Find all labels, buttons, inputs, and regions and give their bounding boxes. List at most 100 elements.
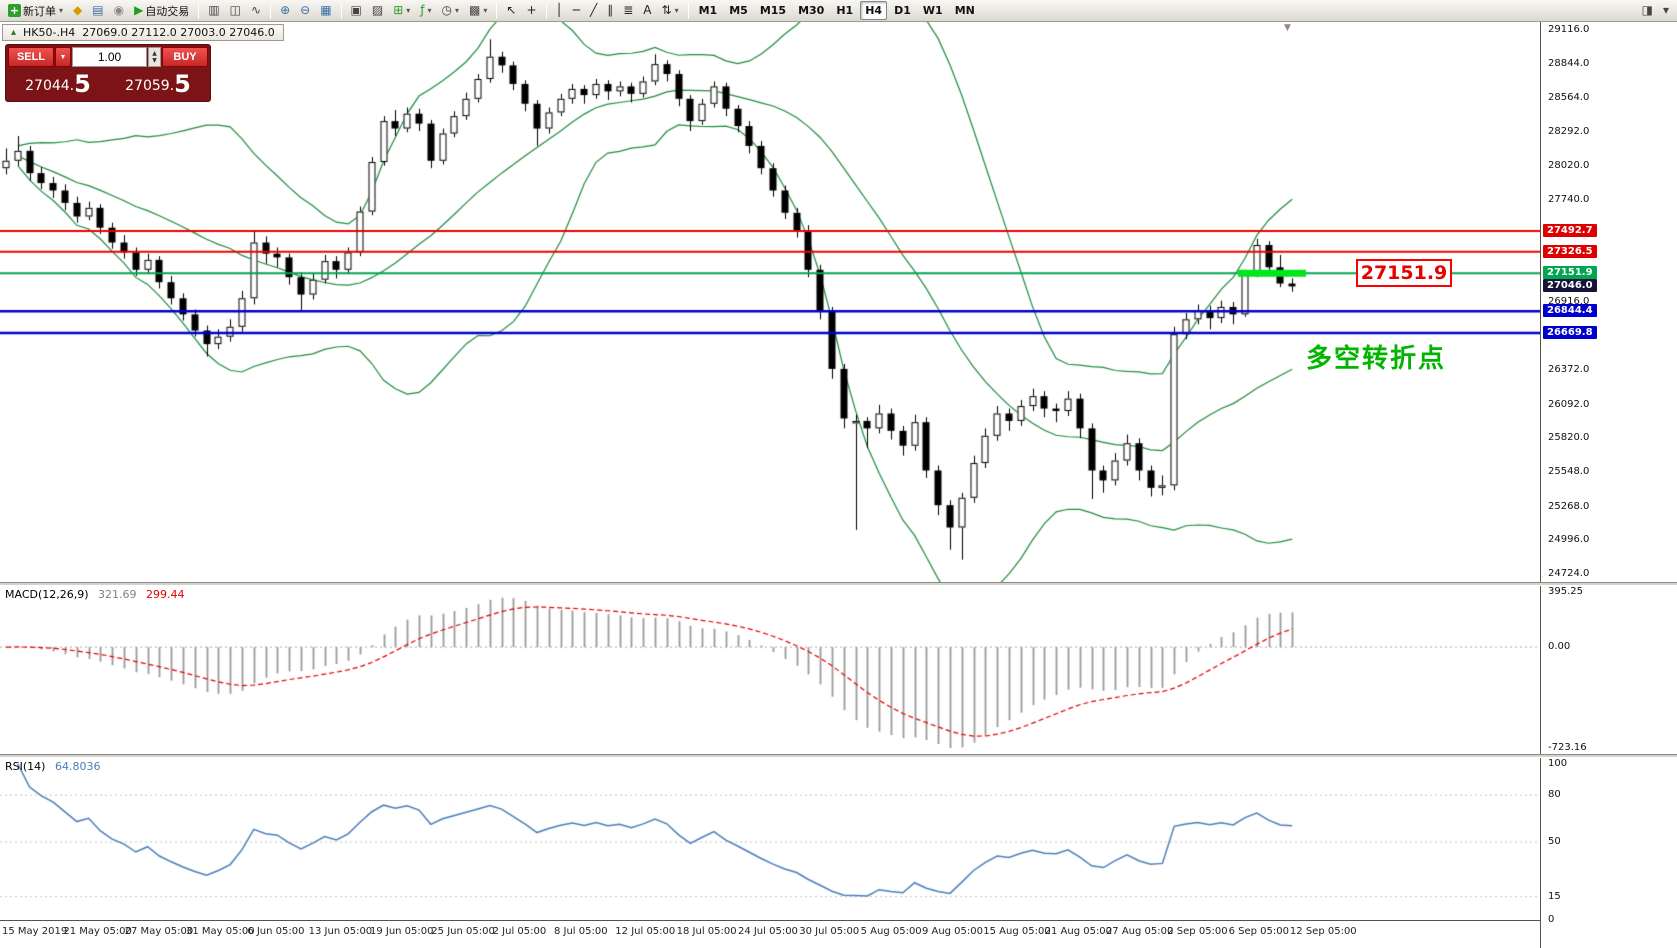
channel-button[interactable]: ∥ [603,1,617,20]
price-tag: 26669.8 [1543,325,1597,339]
timeframe-m30-button-label: M30 [798,4,825,17]
sell-price[interactable]: 27044. 5 [8,67,108,99]
grid-button[interactable]: ▦ [316,1,335,20]
price-chart-canvas[interactable] [0,22,1540,582]
template-button[interactable]: ▩ ▾ [465,1,491,20]
timeframe-m15-button[interactable]: M15 [755,1,791,20]
price-axis-label: 25820.0 [1548,432,1590,444]
chart-tab[interactable]: ▴ HK50-.H4 27069.0 27112.0 27003.0 27046… [2,24,284,41]
volume-dropdown-button[interactable]: ▼ [55,47,71,67]
volume-spinner[interactable]: ▲ ▼ [148,47,161,67]
notifications-button[interactable]: ◉ [110,1,128,20]
buy-price[interactable]: 27059. 5 [108,67,208,99]
new-chart-button[interactable]: ⊞ ▾ [389,1,414,20]
timeframe-w1-button[interactable]: W1 [918,1,948,20]
timeframe-h4-button-label: H4 [865,4,883,17]
zoom-out-button[interactable]: ⊖ [296,1,314,20]
rsi-name: RSI(14) [5,760,46,773]
tile-windows-button[interactable]: ▣ [347,1,366,20]
sell-price-big-digit: 5 [74,70,91,98]
time-axis-label: 27 Aug 05:00 [1105,926,1174,937]
timeframe-h1-button-label: H1 [836,4,854,17]
time-axis-label: 15 Aug 05:00 [983,926,1051,937]
clock-icon: ◷ [441,3,453,17]
text-button[interactable]: A [639,1,655,20]
panel-separator[interactable] [0,582,1677,586]
caret-down-icon: ▼ [59,53,67,61]
volume-input[interactable] [72,47,147,67]
trendline-button[interactable]: ╱ [586,1,601,20]
buy-button[interactable]: BUY [162,47,208,67]
grid-icon: ▦ [320,3,332,17]
zoom-in-button[interactable]: ⊕ [276,1,294,20]
play-icon: ▶ [134,3,144,17]
bar-chart-button[interactable]: ▥ [204,1,223,20]
panel-separator[interactable] [0,754,1677,758]
profiles-button[interactable]: ◆ [69,1,86,20]
rsi-axis-label: 80 [1548,789,1561,801]
tile-windows-icon: ▣ [350,3,362,17]
profiles-icon: ◆ [73,3,83,17]
price-annotation-label[interactable]: 27151.9 [1356,259,1452,287]
line-chart-button[interactable]: ∿ [247,1,265,20]
notifications-icon: ◉ [113,3,125,17]
market-watch-icon: ▤ [92,3,104,17]
rsi-indicator-label: RSI(14) 64.8036 [5,760,100,773]
turning-point-note: 多空转折点 [1306,344,1447,374]
sell-price-text: 27044. [25,78,75,94]
indicators-button[interactable]: ƒ ▾ [416,1,435,20]
timeframe-m5-button[interactable]: M5 [724,1,753,20]
fibonacci-button[interactable]: ≣ [619,1,637,20]
candlestick-chart-button[interactable]: ◫ [226,1,245,20]
macd-signal-value: 299.44 [146,588,185,601]
auto-trading-button[interactable]: ▶ 自动交易 [130,1,193,20]
timeframe-m30-button[interactable]: M30 [793,1,829,20]
time-axis-label: 6 Jun 05:00 [247,926,305,937]
timeframe-h1-button[interactable]: H1 [831,1,858,20]
timeframe-h4-button[interactable]: H4 [860,1,888,20]
caret-down-icon: ▾ [483,6,488,15]
new-order-button[interactable]: + 新订单 ▾ [4,1,67,20]
price-axis-label: 28292.0 [1548,126,1590,138]
price-axis-label: 25548.0 [1548,465,1590,477]
timeframe-d1-button[interactable]: D1 [889,1,916,20]
cursor-button[interactable]: ↖ [502,1,520,20]
price-axis-label: 25268.0 [1548,500,1590,512]
price-tag: 26844.4 [1543,304,1597,318]
new-chart-icon: ⊞ [393,3,404,17]
chart-window-button[interactable]: ◨ [1638,1,1657,20]
time-axis-label: 9 Aug 05:00 [921,926,984,937]
price-axis-label: 28844.0 [1548,57,1590,69]
cascade-windows-icon: ▨ [371,3,384,17]
timeframe-mn-button[interactable]: MN [950,1,980,20]
sell-button[interactable]: SELL [8,47,54,67]
buy-price-big-digit: 5 [174,70,191,98]
price-axis-label: 27740.0 [1548,194,1590,206]
arrows-icon: ⇅ [661,3,672,17]
rsi-panel-canvas[interactable] [0,758,1540,920]
horizontal-line-button[interactable]: ─ [569,1,584,20]
time-axis-label: 12 Sep 05:00 [1289,926,1357,937]
time-axis[interactable]: 15 May 2019 21 May 05:00 27 May 05:00 31 Ma… [0,920,1540,948]
horizontal-line-icon: ─ [572,3,580,17]
price-tag: 27492.7 [1543,224,1597,238]
time-axis-label: 21 May 05:00 [63,926,132,937]
chart-shift-marker: ▼ [1284,23,1291,33]
macd-panel-canvas[interactable] [0,586,1540,754]
period-button[interactable]: ◷ ▾ [438,1,464,20]
trade-panel-prices: 27044. 5 27059. 5 [8,67,208,99]
market-watch-button[interactable]: ▤ [88,1,107,20]
vertical-line-button[interactable]: │ [552,1,567,20]
timeframe-m1-button[interactable]: M1 [694,1,723,20]
crosshair-button[interactable]: + [522,1,540,20]
vertical-line-icon: │ [555,3,563,17]
price-axis[interactable]: 29116.0 28844.0 28564.0 28292.0 28020.0 27740… [1540,22,1677,948]
toolbar-separator [496,2,498,19]
toolbar-options-button[interactable]: ▾ [1659,1,1673,20]
time-axis-label: 27 May 05:00 [124,926,194,937]
time-axis-label: 6 Sep 05:00 [1228,926,1289,937]
arrows-button[interactable]: ⇅ ▾ [658,1,683,20]
cascade-windows-button[interactable]: ▨ [368,1,387,20]
timeframe-mn-button-label: MN [954,4,975,17]
time-axis-label: 18 Jul 05:00 [676,926,737,937]
